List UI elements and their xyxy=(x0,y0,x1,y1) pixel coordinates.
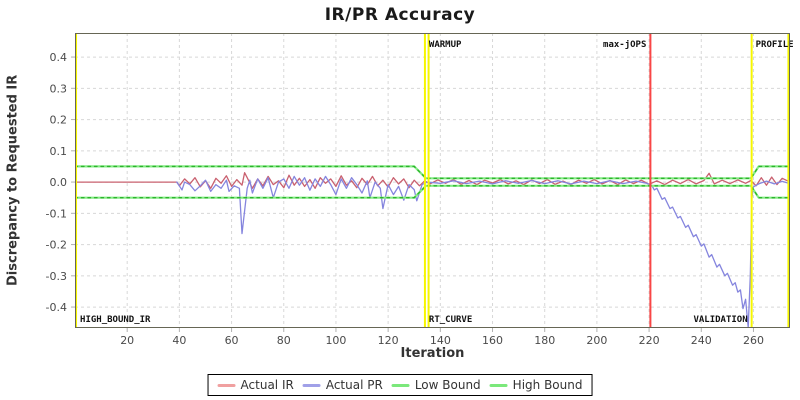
legend-item-actual-pr: Actual PR xyxy=(302,378,383,392)
tick-marks xyxy=(71,56,754,332)
svg-text:-0.1: -0.1 xyxy=(46,207,67,220)
plot-border xyxy=(75,33,790,328)
svg-text:140: 140 xyxy=(430,334,451,347)
svg-text:40: 40 xyxy=(172,334,186,347)
svg-text:0.2: 0.2 xyxy=(50,114,68,127)
series-actual-pr xyxy=(176,175,790,328)
marker-label-high-bound-ir-bottom: HIGH_BOUND_IR xyxy=(80,315,151,325)
svg-text:260: 260 xyxy=(743,334,764,347)
legend-label: Low Bound xyxy=(414,378,481,392)
actual-ir-swatch-icon xyxy=(217,383,236,387)
svg-text:60: 60 xyxy=(225,334,239,347)
plot-area: 20 40 60 80 100 120 140 160 180 200 220 240 260 0.4 0.… xyxy=(46,33,794,347)
svg-text:0.0: 0.0 xyxy=(50,176,68,189)
svg-text:100: 100 xyxy=(325,334,346,347)
svg-text:220: 220 xyxy=(639,334,660,347)
svg-text:0.4: 0.4 xyxy=(50,51,68,64)
svg-text:180: 180 xyxy=(534,334,555,347)
svg-text:0.3: 0.3 xyxy=(50,82,68,95)
y-axis-label: Discrepancy to Requested IR xyxy=(5,74,21,287)
low-bound-swatch-icon xyxy=(391,383,410,387)
svg-text:0.1: 0.1 xyxy=(50,145,68,158)
marker-label-profile-top: PROFILE xyxy=(756,40,794,50)
marker-labels: HIGH_BOUND_IR WARMUP RT_CURVE max-jOPS PROFI… xyxy=(80,39,794,325)
legend-item-low-bound: Low Bound xyxy=(391,378,481,392)
marker-label-profile-bottom: VALIDATION xyxy=(693,315,747,325)
svg-text:-0.2: -0.2 xyxy=(46,239,67,252)
chart-title: IR/PR Accuracy xyxy=(324,5,476,25)
tick-labels: 20 40 60 80 100 120 140 160 180 200 220 240 260 0.4 0.… xyxy=(46,51,764,347)
legend-label: Actual IR xyxy=(240,378,294,392)
high-bound-swatch-icon xyxy=(489,383,508,387)
series-bound-dashes xyxy=(75,185,790,199)
svg-text:20: 20 xyxy=(120,334,134,347)
legend-label: High Bound xyxy=(512,378,583,392)
actual-pr-swatch-icon xyxy=(302,383,321,387)
legend-item-actual-ir: Actual IR xyxy=(217,378,294,392)
svg-text:160: 160 xyxy=(482,334,503,347)
svg-text:80: 80 xyxy=(277,334,291,347)
series-bound-dashes xyxy=(75,165,790,180)
svg-text:240: 240 xyxy=(691,334,712,347)
legend-item-high-bound: High Bound xyxy=(489,378,583,392)
marker-label-warmup-end-a-top: WARMUP xyxy=(429,40,462,50)
marker-label-max-jops-top: max-jOPS xyxy=(603,39,646,50)
svg-text:-0.4: -0.4 xyxy=(46,301,67,314)
legend: Actual IR Actual PR Low Bound High Bound xyxy=(207,374,593,396)
marker-label-warmup-end-a-bottom: RT_CURVE xyxy=(429,315,472,325)
marker-lines xyxy=(75,33,790,328)
gridlines xyxy=(75,33,790,328)
legend-label: Actual PR xyxy=(325,378,383,392)
x-axis-label: Iteration xyxy=(400,346,465,361)
svg-text:200: 200 xyxy=(586,334,607,347)
svg-text:120: 120 xyxy=(378,334,399,347)
series-lines xyxy=(75,165,790,328)
svg-text:-0.3: -0.3 xyxy=(46,270,67,283)
